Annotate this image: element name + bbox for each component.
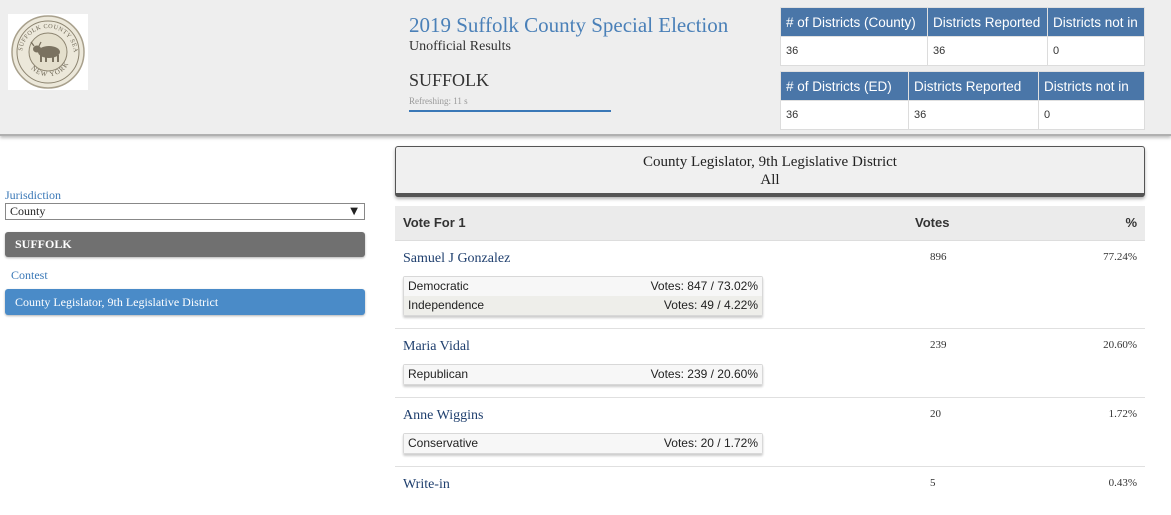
party-name: Republican	[408, 367, 469, 381]
dropdown-arrow-icon: ▼	[350, 206, 358, 217]
candidate-percent: 77.24%	[1103, 251, 1137, 263]
candidate-row: Write-in 5 0.43%	[395, 467, 1145, 507]
results-table: Vote For 1 Votes % Samuel J Gonzalez 896…	[395, 206, 1145, 507]
party-votes: Votes: 239 / 20.60%	[650, 367, 758, 381]
contest-header: County Legislator, 9th Legislative Distr…	[395, 146, 1145, 197]
party-name: Democratic	[408, 279, 469, 293]
party-breakdown: Republican Votes: 239 / 20.60%	[403, 364, 763, 385]
results-header-row: Vote For 1 Votes %	[395, 206, 1145, 241]
refresh-countdown: Refreshing: 11 s	[409, 96, 468, 106]
ed-not-in-header: Districts not in	[1038, 71, 1145, 101]
candidate-name[interactable]: Samuel J Gonzalez	[403, 251, 511, 266]
county-districts-value: 36	[780, 36, 928, 66]
candidate-votes: 239	[930, 339, 947, 351]
party-votes: Votes: 847 / 73.02%	[650, 279, 758, 293]
party-row: Democratic Votes: 847 / 73.02%	[404, 277, 762, 296]
party-row: Independence Votes: 49 / 4.22%	[404, 296, 762, 315]
party-votes: Votes: 20 / 1.72%	[663, 436, 758, 450]
county-districts-table: # of Districts (County) Districts Report…	[780, 7, 1145, 66]
county-name: SUFFOLK	[409, 70, 490, 90]
percent-header: %	[1125, 215, 1137, 230]
candidate-votes: 20	[930, 408, 941, 420]
ed-districts-header: # of Districts (ED)	[780, 71, 909, 101]
sidebar: Jurisdiction County ▼ SUFFOLK Contest Co…	[5, 188, 365, 315]
county-reported-header: Districts Reported	[927, 7, 1048, 37]
contest-scope: All	[760, 172, 780, 188]
county-reported-value: 36	[927, 36, 1048, 66]
party-breakdown: Democratic Votes: 847 / 73.02% Independe…	[403, 276, 763, 316]
jurisdiction-select-value: County	[10, 204, 46, 218]
vote-for-header: Vote For 1	[403, 215, 466, 230]
votes-header: Votes	[915, 215, 950, 230]
ed-reported-header: Districts Reported	[908, 71, 1039, 101]
election-subtitle: Unofficial Results	[409, 39, 512, 54]
election-title: 2019 Suffolk County Special Election	[409, 13, 729, 37]
candidate-name[interactable]: Anne Wiggins	[403, 408, 484, 423]
jurisdiction-button-suffolk[interactable]: SUFFOLK	[5, 232, 365, 257]
party-row: Conservative Votes: 20 / 1.72%	[404, 434, 762, 453]
party-row: Republican Votes: 239 / 20.60%	[404, 365, 762, 384]
candidate-row: Anne Wiggins 20 1.72% Conservative Votes…	[395, 398, 1145, 467]
county-not-in-header: Districts not in	[1047, 7, 1145, 37]
candidate-name[interactable]: Maria Vidal	[403, 339, 470, 354]
party-votes: Votes: 49 / 4.22%	[663, 298, 758, 312]
refresh-progress-bar	[409, 110, 611, 112]
election-title-block: 2019 Suffolk County Special Election Uno…	[409, 12, 739, 112]
party-breakdown: Conservative Votes: 20 / 1.72%	[403, 433, 763, 454]
party-name: Conservative	[408, 436, 479, 450]
candidate-votes: 896	[930, 251, 947, 263]
county-districts-header: # of Districts (County)	[780, 7, 928, 37]
candidate-percent: 20.60%	[1103, 339, 1137, 351]
ed-not-in-value: 0	[1038, 100, 1145, 130]
page-header: SUFFOLK COUNTY SEAL NEW YORK 2019 Suffol…	[0, 0, 1171, 136]
county-seal-logo: SUFFOLK COUNTY SEAL NEW YORK	[8, 14, 88, 90]
candidate-row: Samuel J Gonzalez 896 77.24% Democratic …	[395, 241, 1145, 329]
contest-title: County Legislator, 9th Legislative Distr…	[643, 154, 897, 170]
jurisdiction-label: Jurisdiction	[5, 188, 61, 202]
candidate-row: Maria Vidal 239 20.60% Republican Votes:…	[395, 329, 1145, 398]
ed-districts-table: # of Districts (ED) Districts Reported D…	[780, 71, 1145, 130]
ed-reported-value: 36	[908, 100, 1039, 130]
candidate-votes: 5	[930, 477, 936, 489]
county-not-in-value: 0	[1047, 36, 1145, 66]
ed-districts-value: 36	[780, 100, 909, 130]
candidate-percent: 0.43%	[1108, 477, 1137, 489]
candidate-percent: 1.72%	[1108, 408, 1137, 420]
contest-label: Contest	[11, 268, 48, 282]
party-name: Independence	[408, 298, 485, 312]
jurisdiction-select[interactable]: County ▼	[5, 203, 365, 220]
contest-button[interactable]: County Legislator, 9th Legislative Distr…	[5, 289, 365, 315]
candidate-name[interactable]: Write-in	[403, 477, 450, 492]
